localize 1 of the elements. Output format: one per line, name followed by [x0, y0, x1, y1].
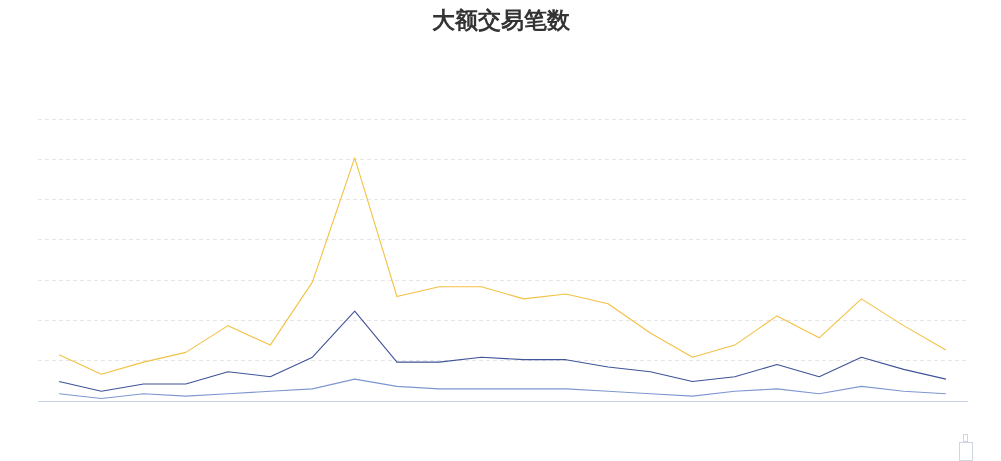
chart-title: 大额交易笔数 [430, 6, 571, 35]
